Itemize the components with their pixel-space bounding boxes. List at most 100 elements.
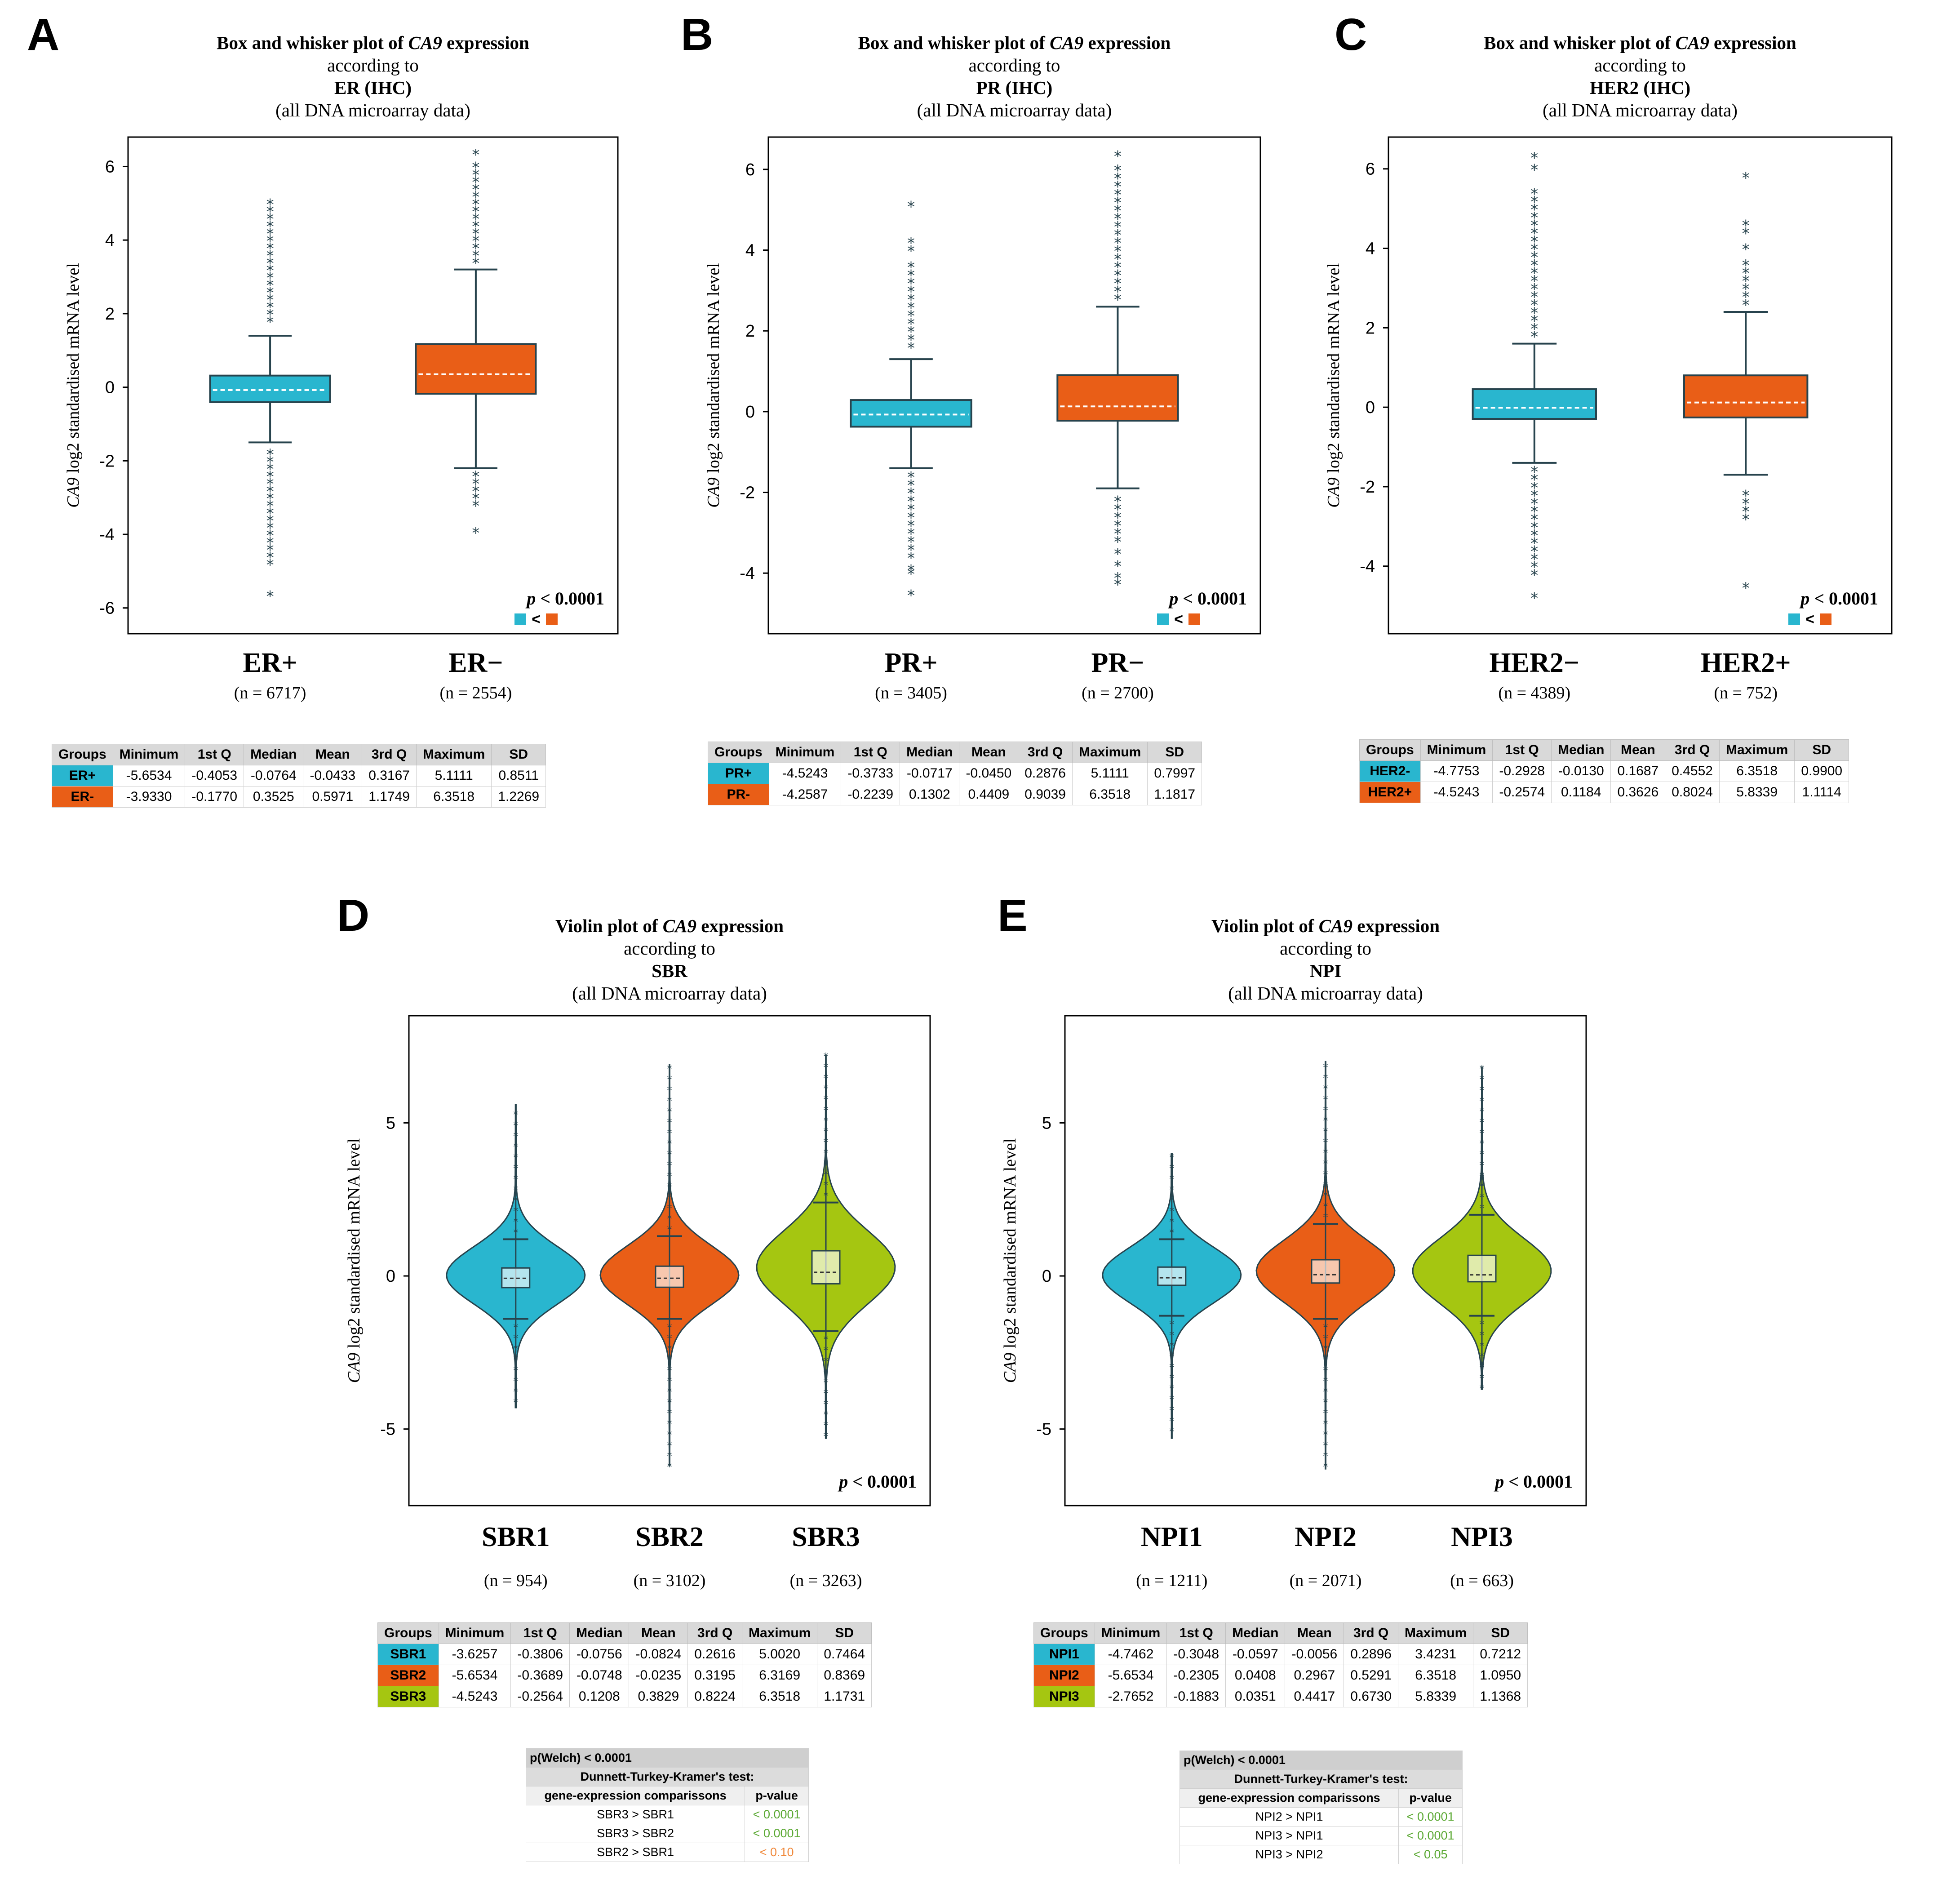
- outlier-point: *: [1530, 463, 1538, 481]
- column-header: 3rd Q: [1665, 739, 1720, 761]
- table-header-row: Groups Minimum 1st Q Median Mean 3rd Q Maximum…: [52, 744, 546, 765]
- outlier-point: *: [1530, 551, 1538, 569]
- outlier-point: *: [1169, 1341, 1174, 1352]
- outlier-point: *: [667, 1322, 672, 1333]
- value-cell: -2.7652: [1094, 1686, 1167, 1707]
- outlier-point: *: [1114, 218, 1122, 236]
- table-row: HER2+ -4.5243 -0.2574 0.1184 0.3626 0.8024 5.8…: [1359, 782, 1849, 803]
- table-row: SBR3 > SBR2 < 0.0001: [525, 1824, 809, 1843]
- comparison-header: gene-expression comparissons: [1179, 1788, 1399, 1808]
- outlier-point: *: [1530, 519, 1538, 537]
- column-header: Minimum: [438, 1622, 511, 1644]
- summary-statistics-table: Groups Minimum 1st Q Median Mean 3rd Q Maximum…: [708, 742, 1202, 805]
- box: [1683, 374, 1809, 418]
- value-cell: 0.7464: [817, 1644, 872, 1665]
- value-cell: 0.4552: [1665, 760, 1720, 782]
- comparison-cell: SBR2 > SBR1: [525, 1843, 745, 1862]
- value-cell: -4.2587: [768, 784, 842, 805]
- outlier-point: *: [1530, 471, 1538, 489]
- outlier-point: *: [1323, 1073, 1328, 1084]
- value-cell: 0.4409: [959, 784, 1019, 805]
- outlier-point: *: [1169, 1185, 1174, 1196]
- title-line-2: according to: [624, 938, 715, 959]
- title-line-1: Violin plot of CA9 expression: [1056, 915, 1595, 937]
- value-cell: 0.9039: [1018, 784, 1073, 805]
- comparison-cell: SBR3 > SBR1: [525, 1805, 745, 1824]
- outlier-point: *: [1114, 162, 1122, 180]
- value-cell: 0.6730: [1344, 1686, 1398, 1707]
- title-line-3: HER2 (IHC): [1589, 77, 1691, 98]
- title-word: expression: [1088, 32, 1171, 53]
- comparison-cell: NPI3 > NPI2: [1179, 1845, 1399, 1864]
- column-header: 3rd Q: [1018, 742, 1073, 763]
- outlier-point: *: [824, 1410, 829, 1421]
- group-cell: ER-: [52, 786, 113, 808]
- group-npi2: *****************************: [1255, 1061, 1396, 1473]
- posthoc-test-table: p(Welch) < 0.0001 Dunnett-Turkey-Kramer's…: [1179, 1751, 1463, 1864]
- p-symbol: p: [1168, 588, 1178, 609]
- sample-size: (n = 3405): [875, 684, 947, 702]
- group-cell: HER2-: [1359, 760, 1421, 782]
- value-cell: -5.6534: [1094, 1665, 1167, 1686]
- outlier-point: *: [1480, 1320, 1485, 1331]
- outlier-point: *: [1114, 227, 1122, 244]
- title-text: Box and whisker plot of: [1484, 32, 1671, 53]
- outlier-point: *: [1114, 202, 1122, 220]
- column-header: Mean: [629, 1622, 688, 1644]
- outlier-point: *: [1323, 1094, 1328, 1106]
- chart-title: Box and whisker plot of CA9 expression ac…: [745, 31, 1284, 121]
- group-npi3: *********************: [1412, 1064, 1552, 1395]
- outlier-point: *: [1530, 328, 1538, 346]
- outlier-point: *: [513, 1365, 518, 1377]
- outlier-point: *: [667, 1192, 672, 1204]
- y-axis-label: CA9 log2 standardised mRNA level: [64, 263, 83, 508]
- table-row: NPI2 -5.6534 -0.2305 0.0408 0.2967 0.5291 6.35…: [1033, 1665, 1528, 1686]
- value-cell: -0.3689: [510, 1665, 570, 1686]
- outlier-point: *: [1169, 1351, 1174, 1363]
- value-cell: -5.6534: [438, 1665, 511, 1686]
- column-header: SD: [1794, 739, 1849, 761]
- column-header: Maximum: [416, 744, 492, 765]
- outlier-point: *: [513, 1333, 518, 1344]
- outlier-point: *: [513, 1206, 518, 1218]
- outlier-point: *: [513, 1387, 518, 1398]
- y-tick-label: -4: [740, 564, 755, 583]
- group-cell: PR-: [708, 784, 769, 805]
- outlier-point: *: [266, 291, 274, 309]
- column-header: 1st Q: [510, 1622, 570, 1644]
- category-label: SBR1: [481, 1522, 550, 1552]
- value-cell: -0.0433: [303, 765, 363, 787]
- sample-size: (n = 954): [483, 1571, 548, 1590]
- outlier-point: *: [1114, 545, 1122, 563]
- value-cell: 1.1817: [1147, 784, 1202, 805]
- box: [1157, 1266, 1187, 1286]
- outlier-point: *: [1323, 1105, 1328, 1116]
- value-cell: 0.8511: [491, 765, 546, 787]
- panel-letter: B: [681, 9, 714, 60]
- table-row: Dunnett-Turkey-Kramer's test:: [1180, 1769, 1463, 1789]
- title-line-1: Box and whisker plot of CA9 expression: [103, 31, 643, 54]
- y-tick-label: 0: [105, 378, 115, 397]
- column-header: Maximum: [1719, 739, 1795, 761]
- table-row: ER+ -5.6534 -0.4053 -0.0764 -0.0433 0.3167 5.1…: [52, 765, 546, 787]
- y-tick-label: 0: [1366, 398, 1375, 417]
- value-cell: 5.0020: [741, 1644, 818, 1665]
- value-cell: -4.5243: [1420, 782, 1493, 803]
- value-cell: 5.1111: [416, 765, 492, 787]
- value-cell: -4.5243: [768, 763, 842, 784]
- sample-size: (n = 2071): [1289, 1571, 1362, 1590]
- outlier-point: *: [1530, 535, 1538, 553]
- outlier-point: *: [667, 1203, 672, 1214]
- outlier-point: *: [1114, 186, 1122, 204]
- outlier-point: *: [1480, 1384, 1485, 1395]
- outlier-point: *: [513, 1142, 518, 1153]
- outlier-point: *: [472, 210, 479, 228]
- column-header: Median: [1551, 739, 1611, 761]
- outlier-point: *: [1323, 1387, 1328, 1398]
- value-cell: -0.0756: [569, 1644, 630, 1665]
- outlier-point: *: [907, 541, 915, 559]
- outlier-point: *: [824, 1159, 829, 1170]
- y-tick-label: 2: [105, 305, 115, 324]
- outlier-point: *: [513, 1174, 518, 1185]
- outlier-point: *: [513, 1397, 518, 1409]
